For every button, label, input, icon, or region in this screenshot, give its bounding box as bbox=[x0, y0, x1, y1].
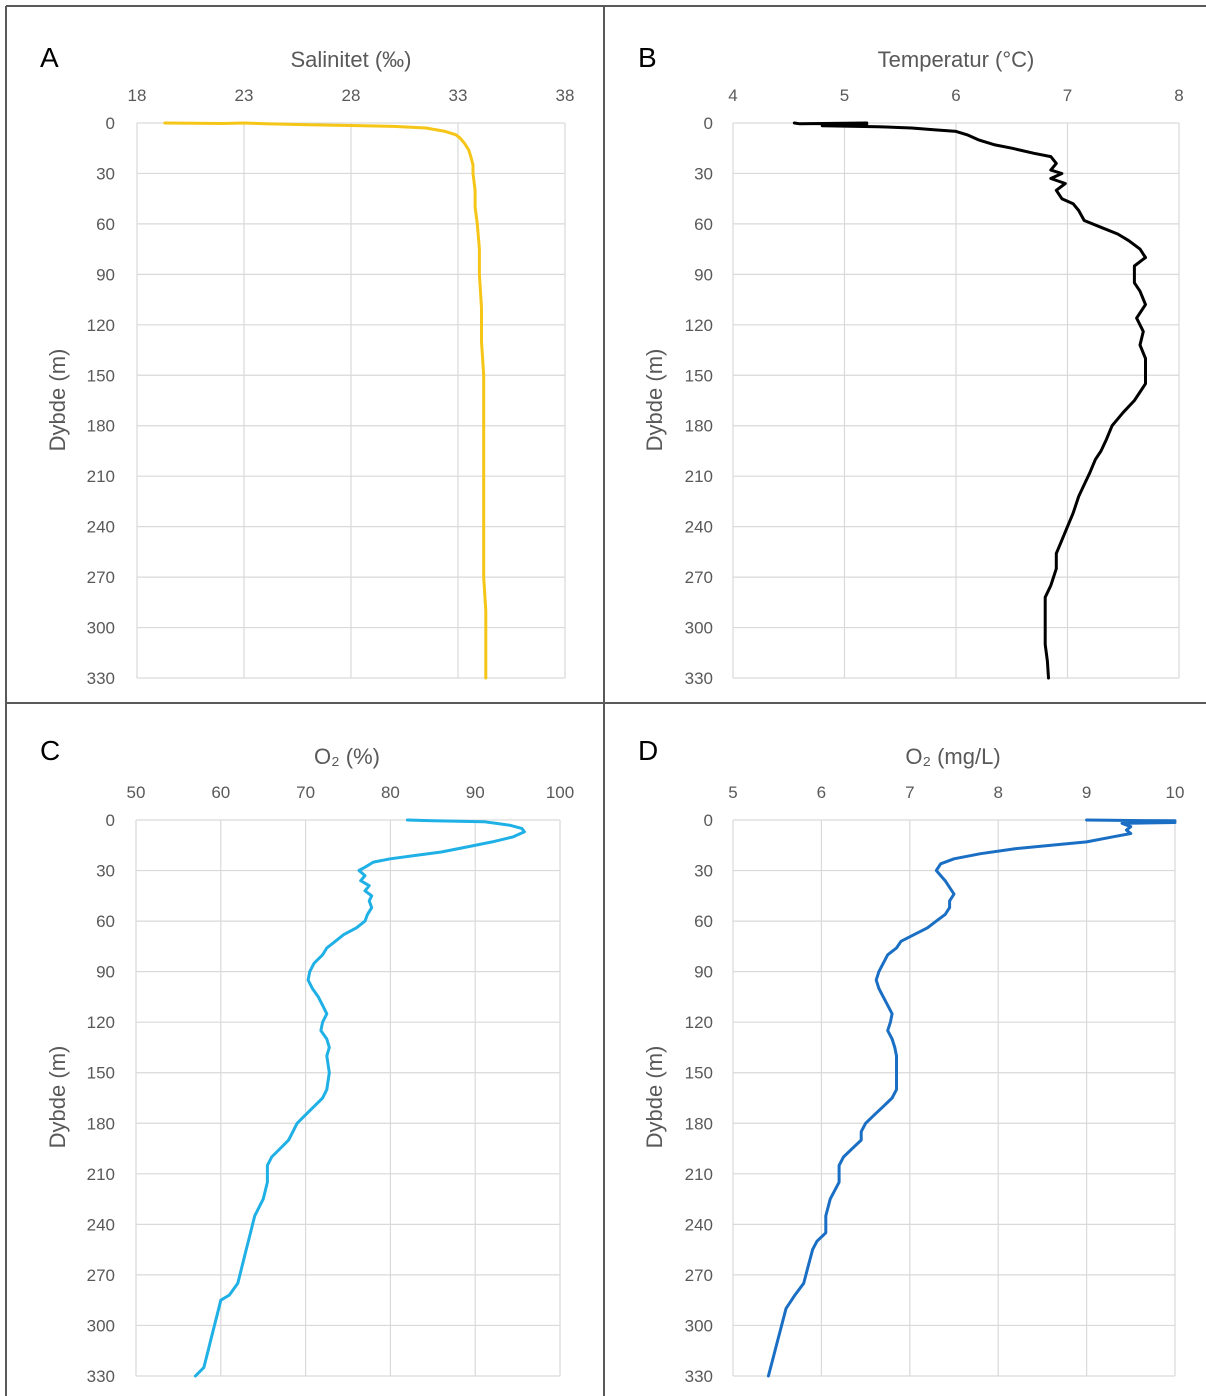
panel-label: A bbox=[40, 42, 59, 73]
x-axis-title: O₂ (mg/L) bbox=[905, 744, 1000, 769]
y-tick-label: 240 bbox=[685, 1215, 713, 1234]
y-tick-label: 150 bbox=[685, 1064, 713, 1083]
x-tick-label: 38 bbox=[556, 86, 575, 105]
x-tick-label: 8 bbox=[993, 783, 1002, 802]
y-tick-label: 210 bbox=[87, 467, 115, 486]
series-line bbox=[792, 121, 1147, 680]
panel-frames bbox=[5, 5, 1206, 1396]
x-tick-label: 6 bbox=[951, 86, 960, 105]
y-tick-label: 30 bbox=[96, 164, 115, 183]
panels: 18 23 28 33 38030609012015018021024027030033… bbox=[40, 42, 1184, 1386]
y-tick-label: 90 bbox=[694, 963, 713, 982]
y-tick-label: 60 bbox=[694, 912, 713, 931]
panel-label: B bbox=[638, 42, 657, 73]
y-tick-label: 300 bbox=[685, 619, 713, 638]
y-tick-label: 210 bbox=[87, 1165, 115, 1184]
x-tick-label: 5 bbox=[728, 783, 737, 802]
y-axis-title: Dybde (m) bbox=[45, 1046, 70, 1149]
x-tick-label: 8 bbox=[1174, 86, 1183, 105]
y-tick-label: 270 bbox=[685, 1266, 713, 1285]
y-tick-label: 90 bbox=[96, 265, 115, 284]
y-axis-title: Dybde (m) bbox=[642, 1046, 667, 1149]
x-axis-title: Temperatur (°C) bbox=[878, 47, 1035, 72]
y-tick-label: 210 bbox=[685, 1165, 713, 1184]
y-tick-label: 60 bbox=[96, 215, 115, 234]
y-axis-title: Dybde (m) bbox=[45, 349, 70, 452]
x-tick-label: 9 bbox=[1082, 783, 1091, 802]
x-tick-label: 60 bbox=[211, 783, 230, 802]
y-tick-label: 120 bbox=[87, 316, 115, 335]
x-tick-label: 10 bbox=[1166, 783, 1185, 802]
x-tick-label: 23 bbox=[235, 86, 254, 105]
panel-label: D bbox=[638, 735, 658, 766]
y-tick-label: 120 bbox=[685, 316, 713, 335]
series-line bbox=[193, 818, 526, 1378]
y-tick-label: 0 bbox=[106, 811, 115, 830]
y-tick-label: 240 bbox=[87, 1215, 115, 1234]
y-tick-label: 90 bbox=[694, 265, 713, 284]
y-tick-label: 120 bbox=[87, 1013, 115, 1032]
y-tick-label: 150 bbox=[685, 366, 713, 385]
y-tick-label: 180 bbox=[87, 417, 115, 436]
y-tick-label: 240 bbox=[87, 518, 115, 537]
x-tick-label: 7 bbox=[905, 783, 914, 802]
x-tick-label: 28 bbox=[342, 86, 361, 105]
panel-label: C bbox=[40, 735, 60, 766]
y-tick-label: 210 bbox=[685, 467, 713, 486]
series-line bbox=[766, 818, 1177, 1378]
x-tick-label: 70 bbox=[296, 783, 315, 802]
y-tick-label: 270 bbox=[87, 568, 115, 587]
x-tick-label: 18 bbox=[128, 86, 147, 105]
y-tick-label: 330 bbox=[87, 669, 115, 688]
y-tick-label: 90 bbox=[96, 963, 115, 982]
x-tick-label: 33 bbox=[449, 86, 468, 105]
y-tick-label: 60 bbox=[96, 912, 115, 931]
y-tick-label: 30 bbox=[96, 862, 115, 881]
y-tick-label: 270 bbox=[685, 568, 713, 587]
y-tick-label: 150 bbox=[87, 1064, 115, 1083]
panel-c: 50 60 70 80 90 100 0 30 60 90 120 150 180 210 240 270 30… bbox=[40, 735, 574, 1386]
y-tick-label: 180 bbox=[685, 1114, 713, 1133]
y-tick-label: 0 bbox=[704, 114, 713, 133]
y-tick-label: 300 bbox=[87, 1316, 115, 1335]
y-tick-label: 30 bbox=[694, 164, 713, 183]
x-tick-label: 90 bbox=[466, 783, 485, 802]
y-tick-label: 300 bbox=[685, 1316, 713, 1335]
y-tick-label: 330 bbox=[685, 1367, 713, 1386]
y-tick-label: 180 bbox=[685, 417, 713, 436]
y-tick-label: 300 bbox=[87, 619, 115, 638]
y-tick-label: 150 bbox=[87, 366, 115, 385]
y-tick-label: 330 bbox=[87, 1367, 115, 1386]
x-axis-title: Salinitet (‰) bbox=[290, 47, 411, 72]
y-tick-label: 0 bbox=[106, 114, 115, 133]
x-tick-label: 5 bbox=[840, 86, 849, 105]
y-tick-label: 0 bbox=[704, 811, 713, 830]
series-line bbox=[163, 121, 488, 680]
y-tick-label: 270 bbox=[87, 1266, 115, 1285]
x-tick-label: 100 bbox=[546, 783, 574, 802]
x-tick-label: 80 bbox=[381, 783, 400, 802]
x-tick-label: 4 bbox=[728, 86, 737, 105]
x-tick-label: 50 bbox=[127, 783, 146, 802]
y-tick-label: 120 bbox=[685, 1013, 713, 1032]
x-tick-label: 7 bbox=[1063, 86, 1072, 105]
y-tick-label: 240 bbox=[685, 518, 713, 537]
panel-d: 5 6 7 8 9 10 0 30 60 90 120 150 180 210 240 270 300 330 D O… bbox=[638, 735, 1184, 1386]
y-tick-label: 30 bbox=[694, 862, 713, 881]
y-tick-label: 180 bbox=[87, 1114, 115, 1133]
y-axis-title: Dybde (m) bbox=[642, 349, 667, 452]
x-axis-title: O₂ (%) bbox=[314, 744, 380, 769]
panel-b: 4 5 6 7 8 0 30 60 90 120 150 180 210 240 270 300 330 B Tem… bbox=[638, 42, 1184, 688]
y-tick-label: 60 bbox=[694, 215, 713, 234]
x-tick-label: 6 bbox=[817, 783, 826, 802]
panel-a: 18 23 28 33 38 0 30 60 90 120 150 180 210 240 270 300 33… bbox=[40, 42, 574, 688]
y-tick-label: 330 bbox=[685, 669, 713, 688]
